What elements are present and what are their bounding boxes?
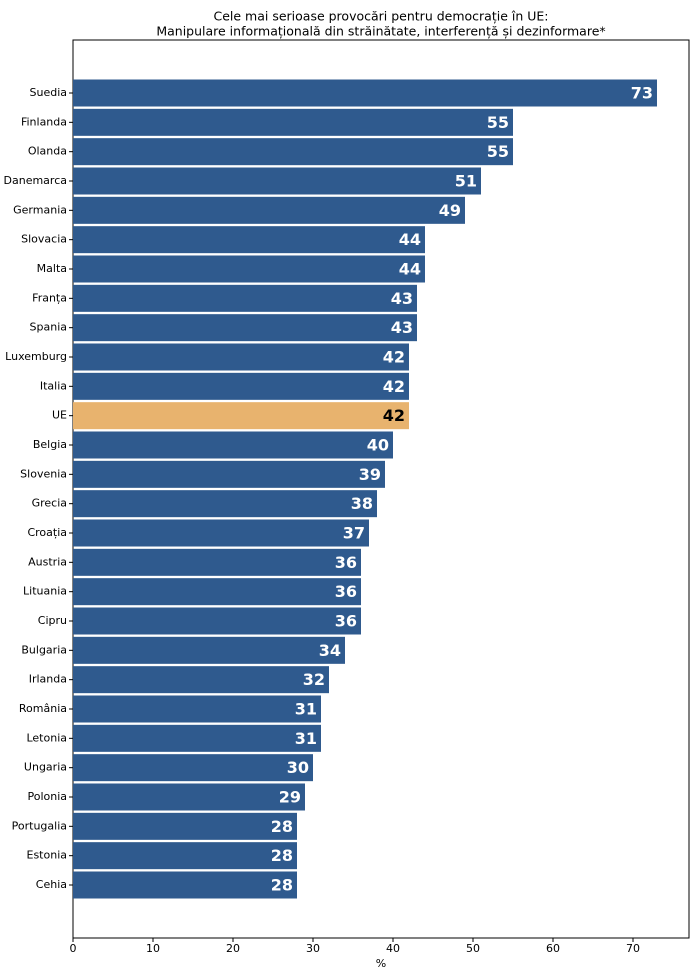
value-label: 55 [487,113,509,132]
bar [73,695,321,723]
y-tick-label: Cehia [36,878,67,891]
value-label: 30 [287,758,309,777]
bar [73,724,321,752]
bar [73,284,417,312]
y-tick-label: Danemarca [4,174,67,187]
value-label: 36 [335,582,357,601]
x-tick-label: 40 [386,942,400,955]
value-label: 51 [455,172,477,191]
y-tick-label: Spania [30,321,67,334]
value-label: 28 [271,817,293,836]
value-label: 28 [271,876,293,895]
value-label: 36 [335,553,357,572]
y-tick-label: Germania [13,203,67,216]
bar [73,372,409,400]
x-tick-label: 30 [306,942,320,955]
value-label: 42 [383,348,405,367]
bar [73,783,305,811]
y-tick-label: Olanda [28,145,67,158]
bar [73,343,409,371]
value-label: 36 [335,612,357,631]
value-label: 32 [303,670,325,689]
bar [73,871,297,899]
value-label: 37 [343,524,365,543]
bar [73,431,393,459]
bar [73,754,313,782]
y-tick-label: Malta [37,262,67,275]
value-label: 34 [319,641,341,660]
x-tick-label: 60 [546,942,560,955]
y-tick-label: Slovacia [21,233,67,246]
value-label: 44 [399,230,421,249]
value-label: 73 [631,84,653,103]
bar [73,196,465,224]
x-tick-label: 10 [146,942,160,955]
y-tick-label: Polonia [27,790,67,803]
bar [73,548,361,576]
y-tick-label: Belgia [33,438,67,451]
value-label: 43 [391,289,413,308]
bar [73,138,513,166]
chart-subtitle: Manipulare informațională din străinătat… [156,24,605,39]
y-tick-label: Bulgaria [21,643,67,656]
bar [73,460,385,488]
value-label: 31 [295,729,317,748]
value-label: 39 [359,465,381,484]
y-tick-label: UE [52,409,67,422]
bar [73,607,361,635]
y-tick-label: Estonia [27,849,68,862]
bar [73,578,361,606]
x-tick-label: 0 [70,942,77,955]
y-tick-label: Franța [32,291,67,304]
value-label: 42 [383,406,405,425]
y-tick-label: Finlanda [21,115,67,128]
plot-frame [72,39,690,939]
y-tick-label: Portugalia [12,819,67,832]
bar [73,255,425,283]
y-tick-label: Cipru [38,614,67,627]
bar [73,314,417,342]
bar [73,402,409,430]
y-tick-label: Grecia [32,497,67,510]
y-tick-label: Letonia [26,731,67,744]
y-tick-label: Austria [28,555,67,568]
value-label: 42 [383,377,405,396]
y-tick-label: Italia [40,379,67,392]
value-label: 31 [295,700,317,719]
y-tick-label: Ungaria [24,761,67,774]
value-label: 28 [271,846,293,865]
bar [73,167,481,195]
x-tick-label: 70 [626,942,640,955]
y-tick-label: Suedia [29,86,67,99]
bar [73,519,369,547]
bar [73,226,425,254]
bar [73,108,513,136]
x-tick-label: 20 [226,942,240,955]
x-axis-label: % [376,957,386,970]
value-label: 38 [351,494,373,513]
value-label: 29 [279,788,301,807]
bar [73,842,297,870]
value-label: 44 [399,260,421,279]
y-tick-label: Lituania [23,585,67,598]
bar [73,666,329,694]
y-tick-label: Slovenia [20,467,67,480]
x-tick-label: 50 [466,942,480,955]
value-label: 49 [439,201,461,220]
value-label: 40 [367,436,389,455]
value-label: 43 [391,318,413,337]
bar [73,79,657,107]
bar [73,490,377,518]
y-tick-label: România [19,702,67,715]
y-tick-label: Irlanda [29,673,67,686]
chart-title: Cele mai serioase provocări pentru democ… [213,9,548,24]
value-label: 55 [487,142,509,161]
y-tick-label: Luxemburg [5,350,67,363]
y-tick-label: Croația [27,526,67,539]
bar [73,812,297,840]
bar [73,636,345,664]
